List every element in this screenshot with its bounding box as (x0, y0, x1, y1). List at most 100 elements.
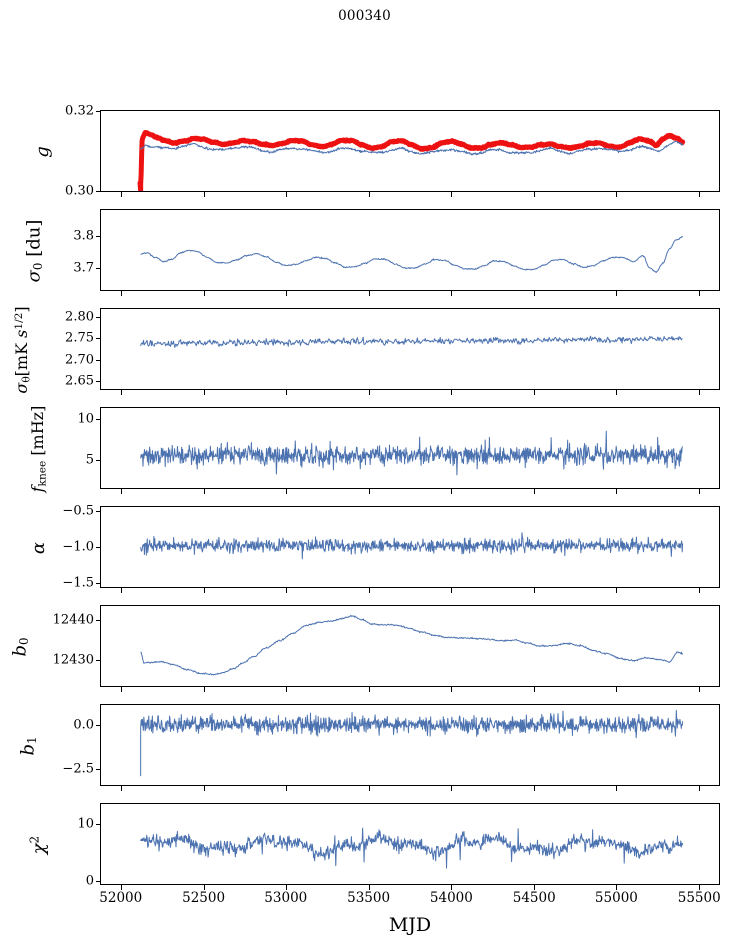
xticklabel-5: 54500 (512, 890, 556, 906)
panel-f-knee-xtick-2 (285, 488, 287, 494)
panel-sigma0-xtick-0 (120, 290, 122, 296)
panel-chi2-series-svg (140, 827, 684, 869)
panel-b1-xtick-0 (120, 785, 122, 791)
panel-sigma0-xtick-5 (534, 290, 536, 296)
panel-f-knee-yticklabel-0: 10 (77, 411, 94, 427)
panel-f-knee-ytick-1 (95, 460, 101, 462)
panel-f-knee-xtick-3 (368, 488, 370, 494)
panel-b0-xtick-4 (451, 686, 453, 692)
panel-g-series-svg (137, 129, 686, 191)
panel-sigma-theta-xtick-0 (120, 389, 122, 395)
panel-b0-yticklabel-0: 12440 (52, 612, 94, 628)
panel-g: 0.32 0.30 g (32, 105, 720, 198)
panel-alpha-xtick-7 (699, 587, 701, 593)
panel-alpha: −0.5 −1.0 −1.5 α (28, 505, 720, 593)
panel-sigma0-series-svg (140, 235, 684, 274)
panel-sigma0-xtick-1 (203, 290, 205, 296)
panel-chi2-xtick-5 (534, 884, 536, 890)
series-g-raw (137, 129, 686, 191)
panel-g-xtick-4 (451, 191, 453, 197)
xticklabel-3: 53500 (347, 890, 391, 906)
panel-g-ytick-0 (95, 111, 101, 112)
panel-f-knee-yticklabel-1: 5 (85, 452, 94, 468)
panel-g-yticklabel-0: 0.32 (65, 103, 94, 119)
panel-chi2-xtick-6 (616, 884, 618, 890)
series-alpha (140, 532, 684, 560)
panel-b1-ytick-1 (95, 769, 101, 770)
panel-chi2-xtick-1 (203, 884, 205, 890)
panel-sigma-theta-yticklabel-1: 2.75 (65, 330, 94, 346)
series-b0 (140, 614, 684, 676)
xticklabel-7: 55500 (677, 890, 721, 906)
panel-b0-ylabel: b0 (9, 637, 31, 657)
panel-sigma-theta-xtick-7 (699, 389, 701, 395)
panel-b0-xtick-7 (699, 686, 701, 692)
panel-alpha-xtick-2 (285, 587, 287, 593)
panel-b1-xtick-5 (534, 785, 536, 791)
panel-b0-xtick-5 (534, 686, 536, 692)
panel-chi2-xtick-3 (368, 884, 370, 890)
xticklabel-2: 53000 (264, 890, 308, 906)
panel-b1-xtick-2 (285, 785, 287, 791)
panel-f-knee: 10 5 fknee [mHz] (28, 406, 720, 494)
panel-alpha-series-svg (140, 532, 684, 560)
panel-chi2-ytick-1 (95, 880, 101, 882)
panel-b0-ytick-0 (95, 620, 101, 621)
panel-g-xtick-6 (616, 191, 618, 197)
panel-alpha-ytick-2 (95, 582, 101, 584)
panel-sigma0: 3.8 3.7 σ0 [du] (23, 209, 720, 296)
panel-chi2-yticklabel-1: 0 (85, 873, 94, 889)
panel-b1-xtick-6 (616, 785, 618, 791)
panel-f-knee-xtick-5 (534, 488, 536, 494)
panel-f-knee-xtick-7 (699, 488, 701, 494)
panel-sigma-theta-yticklabel-0: 2.80 (65, 309, 94, 325)
panel-sigma-theta-series-svg (140, 335, 683, 348)
panel-chi2-ylabel: χ2 (27, 835, 50, 855)
panel-b0-yticklabel-1: 12430 (52, 652, 94, 668)
panel-alpha-xtick-0 (120, 587, 122, 593)
panel-g-xtick-3 (368, 191, 370, 197)
xticklabel-4: 54000 (429, 890, 473, 906)
panel-b1-yticklabel-0: 0.0 (73, 717, 94, 733)
panel-b1: 0.0 −2.5 b1 (17, 704, 720, 791)
xticklabel-0: 52000 (99, 890, 143, 906)
panel-b1-xtick-1 (203, 785, 205, 791)
panel-b0-xtick-6 (616, 686, 618, 692)
panel-f-knee-xtick-6 (616, 488, 618, 494)
panel-sigma0-yticklabel-0: 3.8 (73, 228, 94, 244)
panel-g-xtick-7 (699, 191, 701, 197)
panel-b0-xtick-1 (203, 686, 205, 692)
xticklabel-1: 52500 (182, 890, 226, 906)
panel-b1-yticklabel-1: −2.5 (62, 761, 94, 777)
panel-g-plot-area (101, 111, 719, 191)
x-axis-label: MJD (388, 914, 432, 936)
panel-alpha-xtick-1 (203, 587, 205, 593)
panel-g-yticklabel-1: 0.30 (65, 183, 94, 199)
panel-chi2-ytick-0 (95, 823, 101, 825)
panel-alpha-yticklabel-0: −0.5 (62, 503, 94, 519)
panel-b0: 12440 12430 b0 (9, 605, 720, 692)
panel-f-knee-ylabel: fknee [mHz] (28, 405, 49, 493)
xticklabel-6: 55000 (594, 890, 638, 906)
panel-b0-series-svg (140, 614, 684, 676)
panel-sigma-theta-plot-area (101, 309, 719, 389)
panel-b1-xtick-7 (699, 785, 701, 791)
panel-alpha-xtick-3 (368, 587, 370, 593)
panel-g-ylabel: g (32, 146, 53, 158)
panel-f-knee-plot-area (101, 408, 719, 488)
panel-b1-series-svg (140, 709, 684, 777)
panel-b0-xtick-0 (120, 686, 122, 692)
panel-b1-ylabel: b1 (17, 736, 39, 756)
panel-sigma-theta-xtick-4 (451, 389, 453, 395)
panel-alpha-xtick-4 (451, 587, 453, 593)
series-f-knee (140, 430, 684, 476)
panel-sigma0-plot-area (101, 210, 719, 290)
panel-sigma0-xtick-4 (451, 290, 453, 296)
panel-chi2-plot-area (101, 804, 719, 884)
panel-f-knee-xtick-4 (451, 488, 453, 494)
panel-sigma-theta-ytick-2 (95, 359, 101, 361)
panel-alpha-xtick-5 (534, 587, 536, 593)
panel-b0-ytick-1 (95, 660, 101, 661)
panel-b1-xtick-4 (451, 785, 453, 791)
panel-sigma-theta-xtick-1 (203, 389, 205, 395)
